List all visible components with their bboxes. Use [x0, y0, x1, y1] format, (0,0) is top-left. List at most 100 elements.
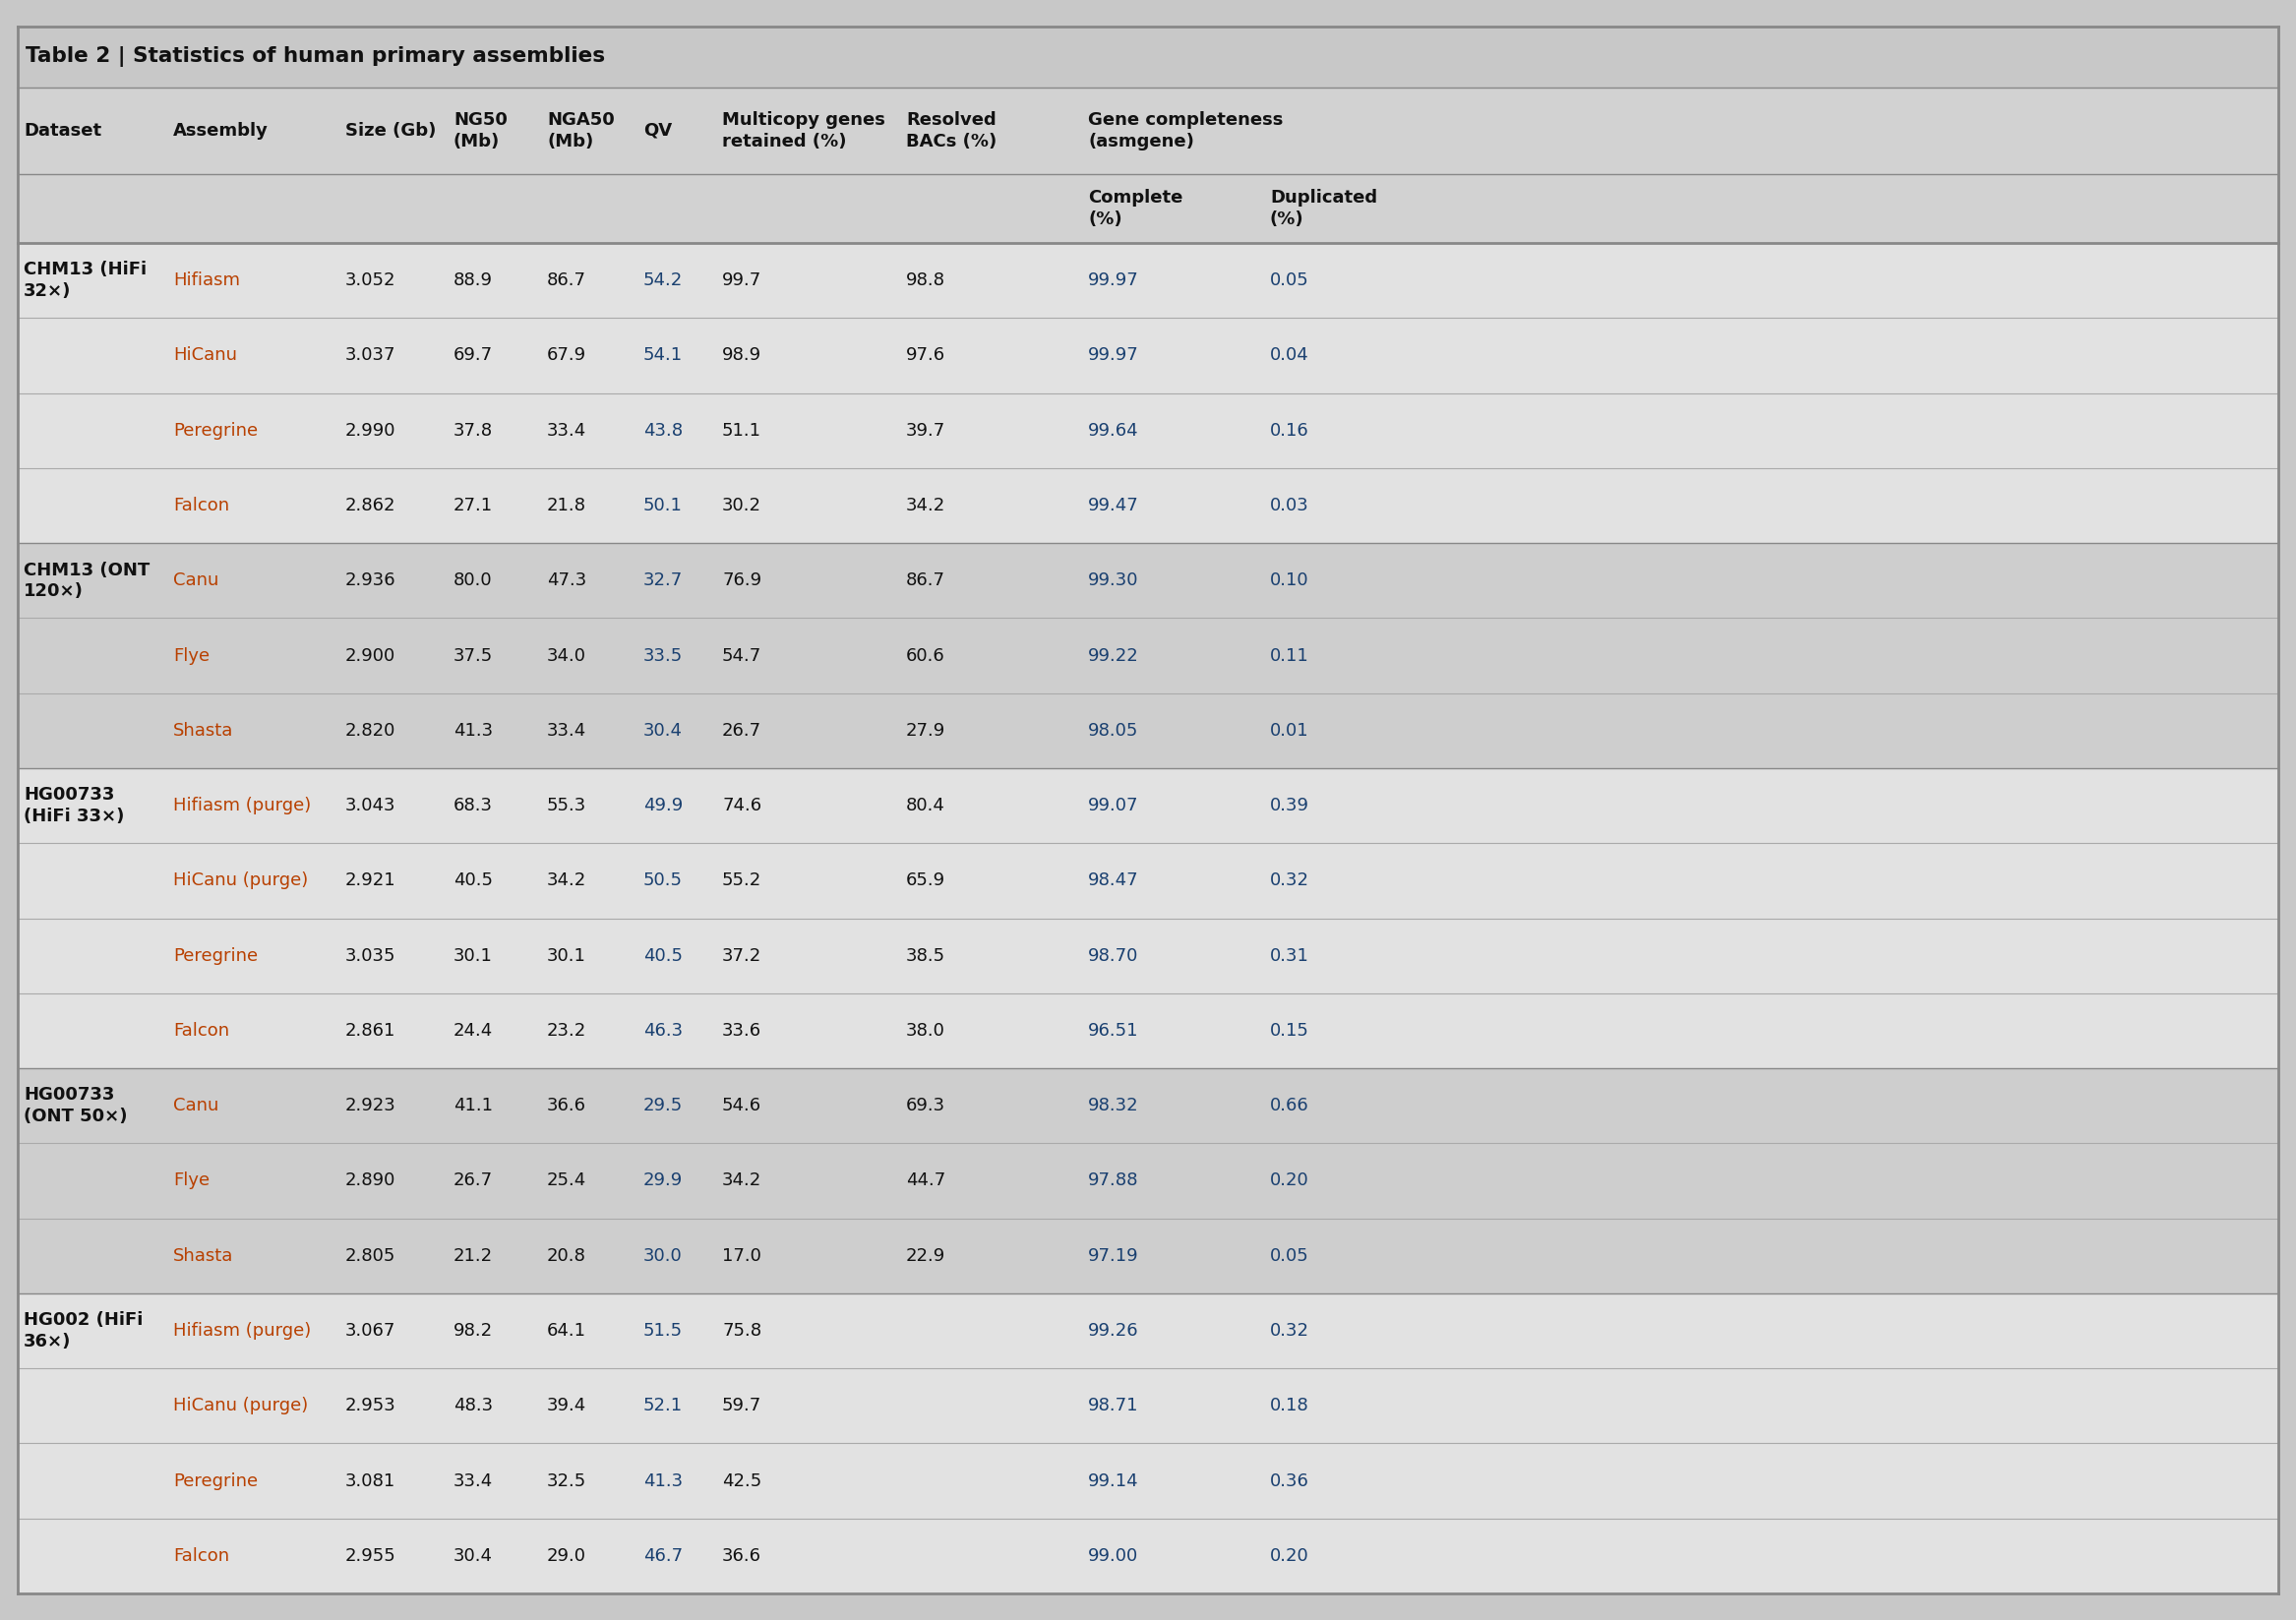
Text: 68.3: 68.3 [455, 797, 494, 815]
Text: 54.6: 54.6 [721, 1097, 762, 1115]
Text: 41.3: 41.3 [643, 1473, 682, 1490]
Text: 46.7: 46.7 [643, 1547, 682, 1565]
Text: 98.9: 98.9 [721, 347, 762, 364]
Text: 37.2: 37.2 [721, 946, 762, 964]
Text: 74.6: 74.6 [721, 797, 762, 815]
Text: Canu: Canu [172, 1097, 218, 1115]
Text: 76.9: 76.9 [721, 572, 762, 590]
Text: 33.4: 33.4 [546, 723, 585, 739]
Text: 98.8: 98.8 [907, 272, 946, 290]
Text: Flye: Flye [172, 1171, 209, 1189]
Text: Size (Gb): Size (Gb) [344, 121, 436, 139]
Text: 86.7: 86.7 [546, 272, 585, 290]
Text: 33.5: 33.5 [643, 646, 682, 664]
Text: 0.39: 0.39 [1270, 797, 1309, 815]
Text: QV: QV [643, 121, 673, 139]
Text: Falcon: Falcon [172, 497, 230, 515]
Text: NG50
(Mb): NG50 (Mb) [455, 112, 507, 151]
Text: CHM13 (ONT
120×): CHM13 (ONT 120×) [23, 561, 149, 599]
Text: 34.2: 34.2 [721, 1171, 762, 1189]
Text: Hifiasm (purge): Hifiasm (purge) [172, 797, 310, 815]
Text: 0.32: 0.32 [1270, 1322, 1309, 1340]
Text: Peregrine: Peregrine [172, 421, 257, 439]
Text: 30.1: 30.1 [546, 946, 585, 964]
Bar [18, 173, 2278, 243]
Text: 3.052: 3.052 [344, 272, 395, 290]
Text: 75.8: 75.8 [721, 1322, 762, 1340]
Text: HiCanu (purge): HiCanu (purge) [172, 1396, 308, 1414]
Text: 98.71: 98.71 [1088, 1396, 1139, 1414]
Text: 20.8: 20.8 [546, 1247, 585, 1265]
Text: 46.3: 46.3 [643, 1022, 682, 1040]
Text: 0.20: 0.20 [1270, 1547, 1309, 1565]
Text: 55.2: 55.2 [721, 872, 762, 889]
Text: 97.88: 97.88 [1088, 1171, 1139, 1189]
Text: 51.1: 51.1 [721, 421, 762, 439]
Text: 3.035: 3.035 [344, 946, 395, 964]
Text: 99.26: 99.26 [1088, 1322, 1139, 1340]
Text: 50.5: 50.5 [643, 872, 682, 889]
Text: 99.07: 99.07 [1088, 797, 1139, 815]
Text: 41.3: 41.3 [455, 723, 494, 739]
Text: 29.0: 29.0 [546, 1547, 585, 1565]
Text: 48.3: 48.3 [455, 1396, 494, 1414]
Text: 3.037: 3.037 [344, 347, 395, 364]
Text: 34.2: 34.2 [546, 872, 585, 889]
Text: 41.1: 41.1 [455, 1097, 494, 1115]
Text: 0.36: 0.36 [1270, 1473, 1309, 1490]
Text: 0.01: 0.01 [1270, 723, 1309, 739]
Text: 37.8: 37.8 [455, 421, 494, 439]
Text: Gene completeness
(asmgene): Gene completeness (asmgene) [1088, 112, 1283, 151]
Text: 2.990: 2.990 [344, 421, 395, 439]
Text: Hifiasm: Hifiasm [172, 272, 241, 290]
Text: 0.31: 0.31 [1270, 946, 1309, 964]
Text: 98.05: 98.05 [1088, 723, 1139, 739]
Text: 98.32: 98.32 [1088, 1097, 1139, 1115]
Text: Flye: Flye [172, 646, 209, 664]
Bar [18, 768, 2278, 1068]
Text: 99.7: 99.7 [721, 272, 762, 290]
Text: 59.7: 59.7 [721, 1396, 762, 1414]
Text: HiCanu: HiCanu [172, 347, 236, 364]
Text: 38.5: 38.5 [907, 946, 946, 964]
Text: 49.9: 49.9 [643, 797, 682, 815]
Text: 54.1: 54.1 [643, 347, 682, 364]
Text: 99.30: 99.30 [1088, 572, 1139, 590]
Text: 36.6: 36.6 [546, 1097, 585, 1115]
Text: 2.862: 2.862 [344, 497, 395, 515]
Text: 43.8: 43.8 [643, 421, 682, 439]
Text: CHM13 (HiFi
32×): CHM13 (HiFi 32×) [23, 261, 147, 300]
Text: 99.14: 99.14 [1088, 1473, 1139, 1490]
Text: 17.0: 17.0 [721, 1247, 762, 1265]
Text: 98.70: 98.70 [1088, 946, 1139, 964]
Bar [18, 1068, 2278, 1293]
Text: 64.1: 64.1 [546, 1322, 585, 1340]
Text: 69.3: 69.3 [907, 1097, 946, 1115]
Text: 37.5: 37.5 [455, 646, 494, 664]
Text: 69.7: 69.7 [455, 347, 494, 364]
Text: 38.0: 38.0 [907, 1022, 946, 1040]
Text: 3.067: 3.067 [344, 1322, 395, 1340]
Text: 98.47: 98.47 [1088, 872, 1139, 889]
Text: 30.4: 30.4 [455, 1547, 494, 1565]
Text: 97.6: 97.6 [907, 347, 946, 364]
Text: 0.03: 0.03 [1270, 497, 1309, 515]
Text: 2.923: 2.923 [344, 1097, 397, 1115]
Text: Peregrine: Peregrine [172, 946, 257, 964]
Text: 24.4: 24.4 [455, 1022, 494, 1040]
Text: 47.3: 47.3 [546, 572, 585, 590]
Text: 2.955: 2.955 [344, 1547, 397, 1565]
Text: 42.5: 42.5 [721, 1473, 762, 1490]
Text: 34.2: 34.2 [907, 497, 946, 515]
Text: Shasta: Shasta [172, 723, 234, 739]
Text: 39.4: 39.4 [546, 1396, 585, 1414]
Text: 0.11: 0.11 [1270, 646, 1309, 664]
Text: Duplicated
(%): Duplicated (%) [1270, 190, 1378, 228]
Text: 88.9: 88.9 [455, 272, 494, 290]
Text: 97.19: 97.19 [1088, 1247, 1139, 1265]
Text: Hifiasm (purge): Hifiasm (purge) [172, 1322, 310, 1340]
Text: Shasta: Shasta [172, 1247, 234, 1265]
Text: 32.5: 32.5 [546, 1473, 585, 1490]
Text: Dataset: Dataset [23, 121, 101, 139]
Text: 3.043: 3.043 [344, 797, 395, 815]
